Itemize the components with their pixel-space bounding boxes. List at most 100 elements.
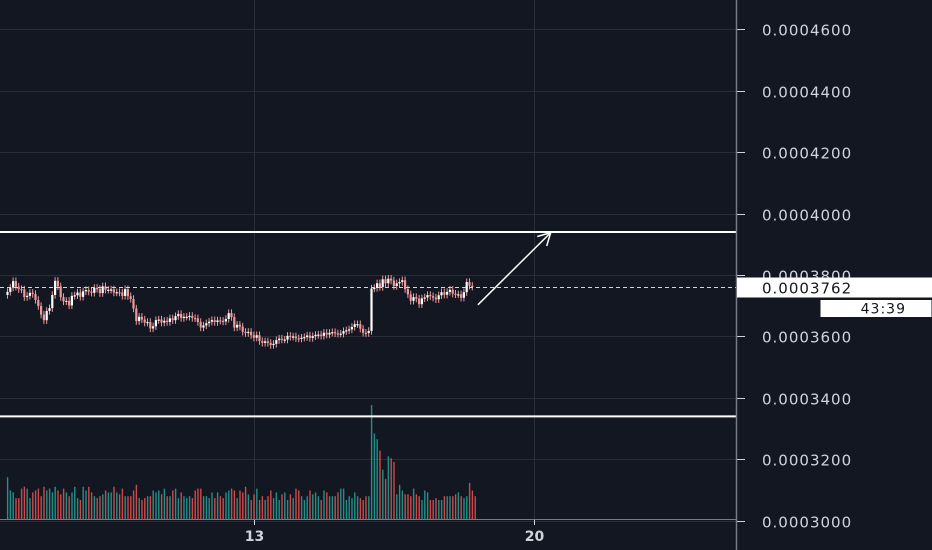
volume-bar xyxy=(12,492,14,519)
price-tick-label: 0.0003400 xyxy=(762,391,852,409)
volume-bar xyxy=(216,492,219,519)
arrow-line[interactable] xyxy=(477,232,552,306)
candle-body xyxy=(356,324,359,326)
price-tick-label: 0.0003200 xyxy=(762,452,852,470)
volume-bar xyxy=(191,498,194,519)
volume-bar xyxy=(172,490,174,519)
volume-bar xyxy=(29,498,31,519)
volume-bar xyxy=(267,496,269,519)
candle-body xyxy=(143,319,146,323)
arrow-head[interactable] xyxy=(537,231,552,247)
candle-body xyxy=(404,280,407,290)
candle-body xyxy=(454,293,457,295)
grid xyxy=(0,0,736,522)
candle-body xyxy=(334,332,337,334)
candle-body xyxy=(339,333,342,335)
candle-body xyxy=(45,310,48,321)
candle-body xyxy=(353,324,356,327)
candle-body xyxy=(350,326,353,330)
candle-body xyxy=(73,295,76,297)
volume-bar xyxy=(390,458,392,519)
candle-body xyxy=(107,289,110,291)
volume-bar xyxy=(289,494,292,519)
candle-body xyxy=(429,294,432,297)
candle-body xyxy=(118,292,121,294)
candle-body xyxy=(269,342,272,346)
candle-body xyxy=(280,338,283,340)
candle-body xyxy=(216,320,219,323)
candle-body xyxy=(320,334,323,336)
drawings[interactable] xyxy=(0,230,736,418)
candle-body xyxy=(381,279,384,287)
candle-body xyxy=(115,292,118,294)
candle-body xyxy=(258,335,261,342)
candle-body xyxy=(146,322,149,324)
candle-body xyxy=(196,318,199,323)
volume-bar xyxy=(466,496,468,519)
candle-body xyxy=(188,315,191,318)
volume-bar xyxy=(20,488,23,519)
price-tick-label: 0.0004400 xyxy=(762,84,852,102)
volume-bar xyxy=(155,492,157,519)
volume-bar xyxy=(18,498,20,519)
time-tick-label: 20 xyxy=(525,529,545,545)
candle-body xyxy=(37,299,40,307)
candle-body xyxy=(440,292,443,296)
volume-bar xyxy=(340,488,342,519)
volume-bar xyxy=(286,500,289,519)
volume-bar xyxy=(474,496,476,519)
candle-body xyxy=(152,326,155,329)
candle-body xyxy=(409,294,412,301)
volume-bar xyxy=(127,496,129,519)
candle-body xyxy=(345,330,348,332)
price-tick-label: 0.0004200 xyxy=(762,145,852,163)
volume-bar xyxy=(158,490,160,519)
candle-body xyxy=(283,339,286,341)
candle-body xyxy=(129,296,132,299)
volume-bar xyxy=(37,488,40,519)
candle-body xyxy=(451,289,454,294)
volume-bar xyxy=(48,488,51,519)
candle-body xyxy=(42,314,45,321)
candle-body xyxy=(14,281,17,287)
volume-bar xyxy=(256,488,258,519)
volume-bar xyxy=(410,496,412,519)
volume-bar xyxy=(376,439,378,519)
candle-body xyxy=(241,326,244,332)
candle-body xyxy=(272,343,275,346)
volume-bar xyxy=(435,498,437,519)
candle-body xyxy=(426,294,429,298)
volume-bar xyxy=(54,486,56,519)
volume-bar xyxy=(230,488,233,519)
volume-bar xyxy=(121,488,124,519)
volume-bar xyxy=(99,496,101,519)
volume-bar xyxy=(368,496,370,519)
volume-bar xyxy=(345,500,348,519)
candle-body xyxy=(182,316,185,319)
candle-body xyxy=(135,308,138,322)
candle-body xyxy=(140,316,143,320)
candle-body xyxy=(93,287,96,293)
candle-body xyxy=(443,292,446,295)
candle-body xyxy=(87,290,90,292)
volume-bar xyxy=(407,494,409,519)
candle-body xyxy=(317,334,320,336)
candle-body xyxy=(448,289,451,292)
candle-body xyxy=(205,323,208,326)
candle-body xyxy=(406,289,409,295)
volume-bar xyxy=(298,490,300,519)
volume-bar xyxy=(118,494,121,519)
candle-body xyxy=(34,294,37,300)
price-tick-label: 0.0003000 xyxy=(762,514,852,532)
volume-bar xyxy=(250,500,252,519)
volume-bar xyxy=(85,490,87,519)
volume-bar xyxy=(426,492,429,519)
candle-body xyxy=(132,298,135,309)
candle-body xyxy=(20,289,23,291)
volume-bar xyxy=(141,500,143,519)
volume-bar xyxy=(440,500,443,519)
volume-bar xyxy=(96,498,98,519)
candle-body xyxy=(104,286,107,290)
